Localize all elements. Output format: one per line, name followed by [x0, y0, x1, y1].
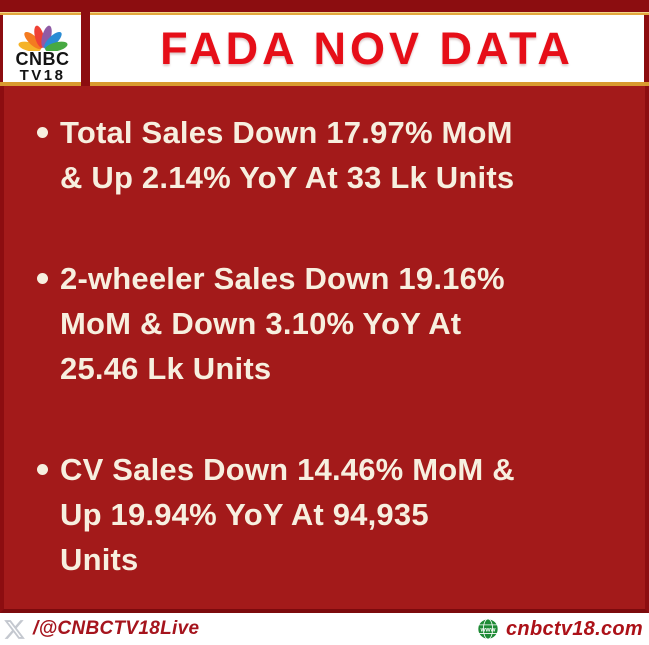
peacock-icon — [17, 25, 68, 51]
x-twitter-icon — [4, 619, 25, 639]
website-link[interactable]: cnbctv18.com — [506, 617, 643, 640]
x-handle-link[interactable]: /@CNBCTV18Live — [33, 618, 200, 639]
svg-text:www: www — [480, 627, 496, 634]
bullet-list: Total Sales Down 17.97% MoM & Up 2.14% Y… — [0, 86, 649, 613]
footer-social: /@CNBCTV18Live — [3, 618, 199, 641]
bullet-dot-icon — [37, 127, 48, 138]
page-title: FADA NOV DATA — [160, 22, 574, 74]
logo-text-cnbc: CNBC — [15, 49, 70, 69]
gold-trim-line — [0, 12, 649, 13]
footer-website: www cnbctv18.com — [477, 618, 643, 641]
cnbc-tv18-logo: CNBC TV18 — [3, 15, 82, 84]
bullet-text: Total Sales Down 17.97% MoM & Up 2.14% Y… — [60, 115, 515, 195]
list-item: CV Sales Down 14.46% MoM & Up 19.94% YoY… — [37, 447, 635, 582]
footer-bar: /@CNBCTV18Live www cnbctv18.com — [0, 613, 649, 645]
bullet-dot-icon — [37, 273, 48, 284]
logo-text-tv18: TV18 — [19, 67, 66, 84]
title-banner: FADA NOV DATA — [90, 15, 644, 82]
bullet-dot-icon — [37, 464, 48, 475]
list-item: Total Sales Down 17.97% MoM & Up 2.14% Y… — [37, 110, 635, 200]
list-item: 2-wheeler Sales Down 19.16% MoM & Down 3… — [37, 256, 635, 391]
bullet-text: 2-wheeler Sales Down 19.16% MoM & Down 3… — [60, 261, 505, 386]
globe-www-icon: www — [477, 618, 499, 640]
bullet-text: CV Sales Down 14.46% MoM & Up 19.94% YoY… — [60, 452, 515, 577]
header-divider — [81, 0, 90, 86]
